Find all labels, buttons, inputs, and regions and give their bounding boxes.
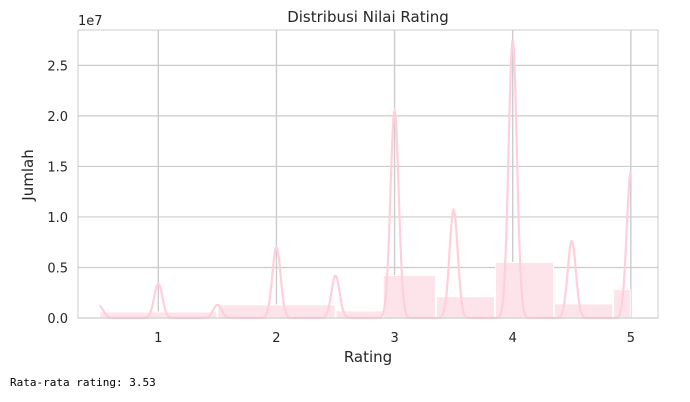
y-tick-label: 0.0 <box>47 312 68 327</box>
average-rating-output: Rata-rata rating: 3.53 <box>10 376 156 389</box>
x-tick-label: 2 <box>272 331 280 346</box>
y-tick-label: 2.5 <box>47 59 68 74</box>
plot-frame <box>77 29 659 319</box>
histogram-bar <box>382 275 436 319</box>
x-tick-label: 5 <box>627 331 635 346</box>
y-tick-label: 1.0 <box>47 211 68 226</box>
y-tick-label: 2.0 <box>47 110 68 125</box>
y-scale-multiplier: 1e7 <box>78 14 103 29</box>
y-tick-label: 0.5 <box>47 261 68 276</box>
x-tick-labels: 1 2 3 4 5 <box>154 331 635 346</box>
plot-area <box>78 30 658 318</box>
x-tick-label: 3 <box>390 331 398 346</box>
rating-distribution-chart: 1 2 3 4 5 0.0 0.5 1.0 1.5 2.0 2.5 Distribusi Nila… <box>19 8 659 366</box>
y-tick-label: 1.5 <box>47 160 68 175</box>
chart-title: Distribusi Nilai Rating <box>287 8 449 26</box>
x-tick-label: 4 <box>509 331 517 346</box>
x-tick-label: 1 <box>154 331 162 346</box>
histogram-bar <box>217 304 336 319</box>
y-tick-labels: 0.0 0.5 1.0 1.5 2.0 2.5 <box>47 59 68 327</box>
x-axis-label: Rating <box>344 348 392 366</box>
y-axis-label: Jumlah <box>19 149 37 201</box>
